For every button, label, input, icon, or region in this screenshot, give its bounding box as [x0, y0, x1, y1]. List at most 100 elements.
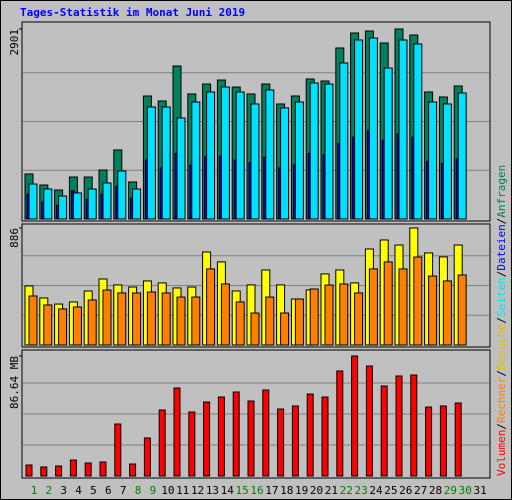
legend-separator: / [495, 271, 508, 278]
bar [191, 101, 201, 220]
x-tick-label: 16 [250, 484, 263, 497]
bar [280, 107, 290, 220]
x-tick-label: 19 [295, 484, 308, 497]
bar [336, 370, 344, 477]
x-tick-label: 21 [325, 484, 338, 497]
bar [294, 298, 304, 346]
bar [413, 256, 423, 346]
x-tick-label: 25 [384, 484, 397, 497]
bar [102, 182, 112, 220]
bar [395, 375, 403, 477]
bar [217, 396, 225, 477]
bar [235, 91, 245, 220]
x-tick-label: 10 [161, 484, 174, 497]
bar [457, 92, 467, 220]
bar [457, 274, 467, 346]
bar [306, 393, 314, 477]
bar [262, 389, 270, 477]
bar [132, 188, 142, 220]
bar [206, 91, 216, 220]
bar [250, 103, 260, 220]
x-tick-label: 9 [150, 484, 157, 497]
legend-entry: Seiten [495, 277, 508, 317]
bar [413, 43, 423, 220]
x-tick-label: 15 [236, 484, 249, 497]
x-tick-label: 7 [120, 484, 127, 497]
bar [191, 296, 201, 346]
bar [188, 411, 196, 477]
x-tick-label: 11 [176, 484, 189, 497]
x-tick-label: 26 [399, 484, 412, 497]
bar [84, 462, 92, 477]
legend-entry: Volumen [495, 430, 508, 476]
y-tick-label: 2901 [8, 29, 21, 55]
bar [25, 464, 33, 477]
x-tick-label: 22 [340, 484, 353, 497]
x-tick-label: 30 [459, 484, 472, 497]
bar [235, 301, 245, 346]
bar [265, 296, 275, 346]
bar [365, 365, 373, 477]
bar [232, 391, 240, 477]
bar [247, 400, 255, 477]
bar [43, 188, 53, 220]
x-tick-label: 24 [369, 484, 383, 497]
legend-entry: Dateien [495, 224, 508, 270]
bar [410, 374, 418, 477]
x-tick-label: 18 [280, 484, 293, 497]
bar [143, 437, 151, 477]
bar [87, 299, 97, 346]
bar [265, 89, 275, 220]
bar [321, 396, 329, 477]
bar [309, 288, 319, 346]
bar [99, 461, 107, 477]
bar [425, 406, 433, 477]
x-tick-label: 5 [90, 484, 97, 497]
bar [206, 268, 216, 346]
bar [102, 289, 112, 346]
bar [40, 466, 48, 477]
bar [69, 459, 77, 477]
x-tick-label: 27 [414, 484, 427, 497]
bar [220, 86, 230, 220]
bar [28, 295, 38, 346]
bar [161, 106, 171, 220]
bar [58, 308, 68, 346]
bar [428, 101, 438, 220]
bar [368, 268, 378, 346]
bar [220, 283, 230, 346]
bar [428, 275, 438, 346]
legend-entry: Rechner [495, 376, 508, 423]
bar [173, 387, 181, 477]
bar [339, 283, 349, 346]
bar [339, 62, 349, 220]
bar [380, 385, 388, 477]
bar [354, 292, 364, 346]
bar [158, 409, 166, 477]
legend-separator: / [495, 218, 508, 225]
legend-separator: / [495, 423, 508, 430]
bar [28, 183, 38, 220]
legend-entry: Besuche [495, 324, 508, 370]
bar [146, 291, 156, 346]
legend-separator: / [495, 317, 508, 324]
bar [398, 268, 408, 346]
x-tick-label: 12 [191, 484, 204, 497]
bar [176, 117, 186, 220]
legend: Volumen/Rechner/Besuche/Seiten/Dateien/A… [495, 165, 508, 476]
legend-entry: Anfragen [495, 165, 508, 218]
x-tick-label: 29 [444, 484, 457, 497]
x-tick-label: 31 [473, 484, 486, 497]
bar [87, 188, 97, 220]
bar [291, 405, 299, 477]
bar [398, 39, 408, 220]
x-tick-label: 8 [135, 484, 142, 497]
bar [294, 101, 304, 220]
bar [383, 67, 393, 220]
chart-title: Tages-Statistik im Monat Juni 2019 [20, 6, 245, 19]
x-tick-label: 2 [46, 484, 53, 497]
bar [442, 280, 452, 346]
bar [324, 284, 334, 346]
legend-separator: / [495, 370, 508, 377]
